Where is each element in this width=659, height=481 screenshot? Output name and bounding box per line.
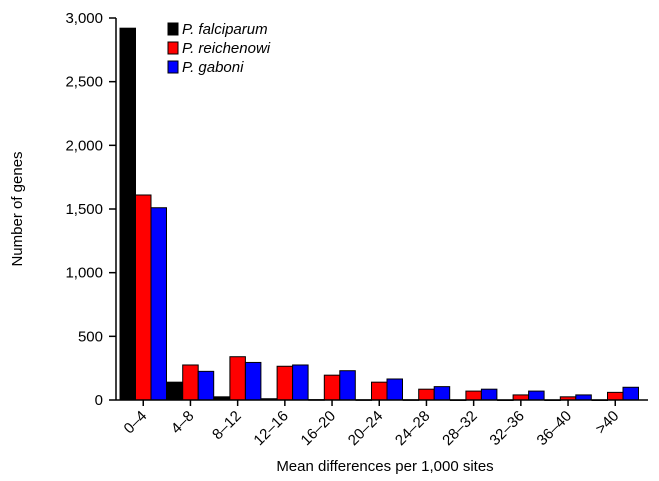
x-tick-label: 24–28 bbox=[392, 408, 434, 450]
legend-label: P. gaboni bbox=[182, 59, 244, 76]
bar bbox=[119, 27, 136, 401]
y-tick-label: 0 bbox=[95, 392, 103, 409]
bar bbox=[512, 394, 530, 401]
x-tick-label: 4–8 bbox=[168, 408, 198, 438]
bar bbox=[418, 388, 435, 401]
bar bbox=[323, 374, 341, 401]
x-axis-title: Mean differences per 1,000 sites bbox=[276, 458, 493, 475]
bar bbox=[150, 207, 167, 401]
legend-swatch bbox=[167, 41, 179, 55]
bar bbox=[607, 391, 624, 401]
legend-swatch bbox=[167, 60, 179, 74]
bar bbox=[575, 394, 592, 401]
x-tick-label: 32–36 bbox=[486, 408, 528, 450]
y-tick-label: 1,500 bbox=[65, 201, 103, 218]
x-tick-label: 0–4 bbox=[121, 408, 151, 438]
bar bbox=[433, 386, 451, 401]
y-tick-label: 3,000 bbox=[65, 10, 103, 27]
legend: P. falciparum P. reichenowi P. gaboni bbox=[167, 21, 271, 76]
bar bbox=[622, 386, 639, 401]
bar bbox=[244, 361, 262, 401]
bar bbox=[292, 364, 309, 401]
bar bbox=[229, 356, 246, 401]
x-ticks-group: 0–4 4–8 8–12 12–16 16–20 20–24 24–28 28–32 32–36… bbox=[121, 400, 622, 450]
y-tick-label: 2,000 bbox=[65, 137, 103, 154]
x-tick-label: 36–40 bbox=[534, 408, 576, 450]
bar bbox=[386, 378, 403, 401]
bar bbox=[480, 388, 498, 401]
x-tick-label: 8–12 bbox=[209, 408, 245, 444]
bar bbox=[528, 390, 545, 401]
bar bbox=[371, 381, 388, 401]
legend-label: P. reichenowi bbox=[182, 40, 271, 57]
bars-group bbox=[119, 27, 639, 401]
y-axis-title: Number of genes bbox=[9, 151, 26, 266]
bar bbox=[339, 370, 356, 401]
x-tick-label: 20–24 bbox=[345, 408, 387, 450]
x-tick-label: >40 bbox=[592, 408, 622, 438]
bar bbox=[182, 364, 199, 401]
legend-label: P. falciparum bbox=[182, 21, 268, 38]
bar bbox=[135, 194, 152, 401]
y-ticks-group: 0 500 1,000 1,500 2,000 2,500 3,000 bbox=[65, 10, 116, 409]
x-tick-label: 16–20 bbox=[298, 408, 340, 450]
bar bbox=[465, 390, 482, 401]
x-tick-label: 12–16 bbox=[250, 408, 292, 450]
x-tick-label: 28–32 bbox=[439, 408, 481, 450]
bar bbox=[276, 365, 294, 401]
y-tick-label: 1,000 bbox=[65, 265, 103, 282]
y-tick-label: 2,500 bbox=[65, 74, 103, 91]
bar bbox=[166, 381, 184, 401]
legend-swatch bbox=[167, 22, 179, 36]
y-tick-label: 500 bbox=[78, 328, 103, 345]
bar bbox=[197, 370, 215, 401]
